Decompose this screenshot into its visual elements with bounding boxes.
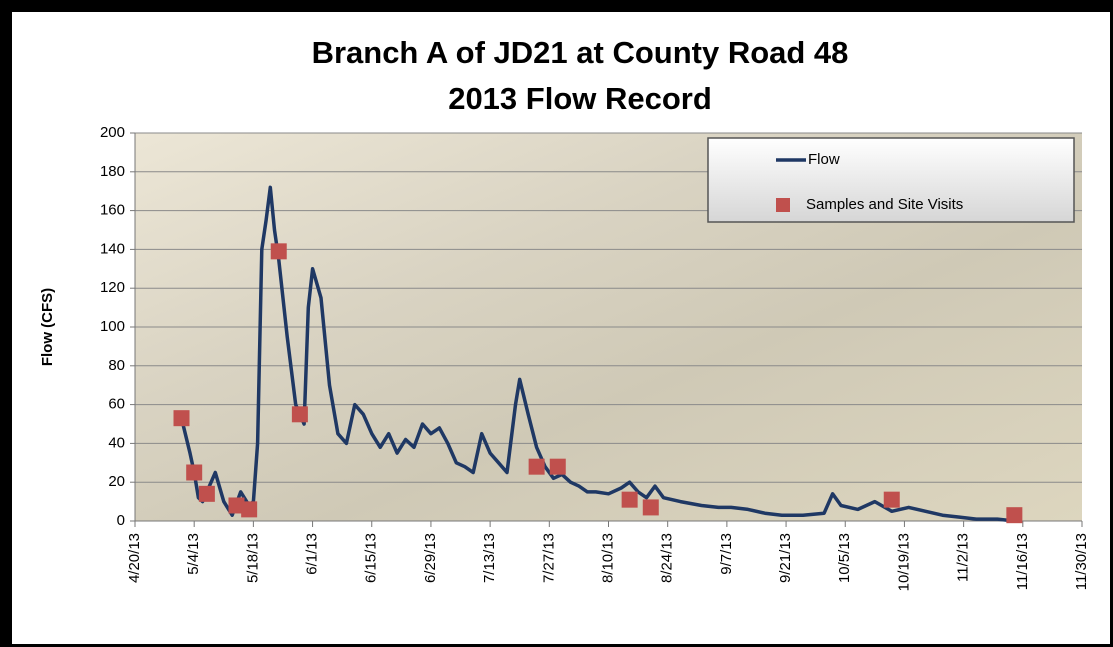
y-tick-label: 120 [100, 279, 125, 296]
x-tick-label: 7/27/13 [540, 533, 557, 583]
sample-marker [173, 410, 190, 427]
x-tick-label: 10/19/13 [895, 533, 912, 591]
x-tick-label: 11/2/13 [955, 533, 972, 582]
sample-marker [621, 491, 638, 508]
y-tick-label: 40 [108, 434, 125, 451]
sample-marker [883, 491, 900, 508]
x-tick-label: 6/29/13 [422, 533, 439, 583]
x-tick-label: 9/21/13 [777, 533, 794, 583]
x-tick-label: 8/24/13 [659, 533, 676, 583]
sample-marker [186, 464, 203, 481]
x-tick-label: 4/20/13 [126, 533, 143, 583]
y-tick-label: 200 [100, 124, 125, 141]
y-axis-label: Flow (CFS) [39, 288, 56, 366]
x-tick-label: 7/13/13 [481, 533, 498, 583]
sample-marker [642, 499, 659, 516]
sample-marker [549, 458, 566, 475]
legend-label: Flow [808, 151, 840, 168]
sample-marker [241, 501, 258, 518]
sample-marker [291, 406, 308, 423]
chart-title: Branch A of JD21 at County Road 48 [312, 35, 849, 70]
legend-label: Samples and Site Visits [806, 196, 963, 213]
y-tick-label: 160 [100, 202, 125, 219]
sample-marker [1006, 507, 1023, 524]
x-tick-label: 11/30/13 [1073, 533, 1090, 590]
y-tick-label: 80 [108, 357, 125, 374]
x-tick-label: 10/5/13 [836, 533, 853, 583]
legend-swatch [776, 198, 790, 212]
x-tick-label: 6/15/13 [363, 533, 380, 583]
y-tick-label: 60 [108, 396, 125, 413]
y-tick-label: 180 [100, 163, 125, 180]
flow-line [179, 185, 1015, 523]
x-tick-label: 8/10/13 [599, 533, 616, 583]
x-tick-label: 6/1/13 [304, 533, 321, 575]
y-tick-label: 140 [100, 240, 125, 257]
sample-marker [270, 243, 287, 260]
y-tick-label: 0 [117, 512, 125, 529]
x-tick-label: 9/7/13 [718, 533, 735, 575]
sample-marker [528, 458, 545, 475]
y-tick-label: 20 [108, 473, 125, 490]
sample-marker [228, 497, 245, 514]
x-tick-label: 11/16/13 [1014, 533, 1031, 590]
x-tick-label: 5/4/13 [185, 533, 202, 575]
sample-marker [198, 485, 215, 502]
x-tick-label: 5/18/13 [244, 533, 261, 583]
legend-box [707, 137, 1075, 223]
chart-subtitle: 2013 Flow Record [448, 81, 712, 116]
y-tick-label: 100 [100, 318, 125, 335]
